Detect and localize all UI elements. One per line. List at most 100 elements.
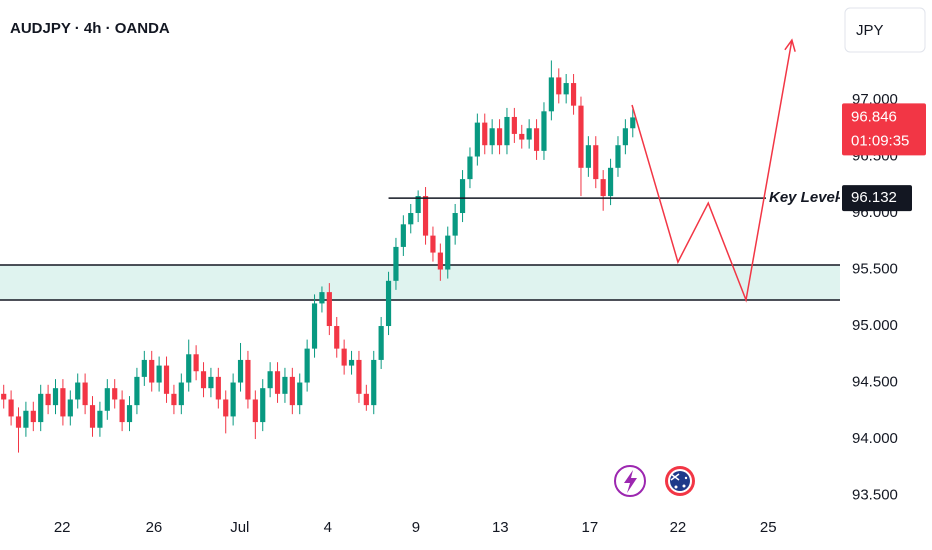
candle-body <box>126 405 133 423</box>
candle-body <box>415 196 421 214</box>
candle-body <box>230 382 236 417</box>
candles-layer: Key Level - <box>1 38 848 453</box>
candle-body <box>297 382 303 406</box>
candle-body <box>89 405 96 428</box>
axis-layer: 97.00096.50096.00095.50095.00094.50094.0… <box>54 91 926 536</box>
candle-body <box>75 382 81 400</box>
candle-body <box>245 359 251 400</box>
candle-body <box>311 303 318 349</box>
candle-body <box>445 235 451 270</box>
candle-body <box>519 133 525 140</box>
candle-body <box>97 410 103 428</box>
candle-body <box>422 196 429 236</box>
candle-body <box>134 376 140 406</box>
candle-body <box>437 252 443 270</box>
y-tick-label: 94.500 <box>852 373 898 390</box>
candle-body <box>15 416 22 428</box>
candle-body <box>223 399 229 417</box>
candle-body <box>570 83 577 106</box>
candle-body <box>622 128 628 146</box>
candle-body <box>563 83 569 95</box>
candle-body <box>60 388 66 417</box>
candle-body <box>149 359 155 383</box>
candle-body <box>200 371 207 389</box>
x-tick-label: 4 <box>324 519 332 536</box>
x-tick-label: 22 <box>670 519 687 536</box>
candle-body <box>385 280 392 327</box>
candle-body <box>467 156 473 180</box>
candle-body <box>630 117 636 129</box>
zone-layer <box>0 264 840 301</box>
x-tick-label: 25 <box>760 519 777 536</box>
candle-body <box>593 145 599 180</box>
candle-body <box>1 393 7 400</box>
candle-body <box>156 365 162 383</box>
candle-body <box>112 388 118 400</box>
candle-body <box>482 122 488 146</box>
currency-label[interactable]: JPY <box>856 22 884 39</box>
candle-body <box>363 393 369 406</box>
candle-body <box>459 179 466 214</box>
candle-body <box>186 354 192 383</box>
candle-body <box>38 393 44 423</box>
key-level-box <box>842 185 912 212</box>
candle-body <box>511 116 517 134</box>
candle-body <box>600 179 606 197</box>
candle-body <box>8 399 14 417</box>
candle-body <box>267 371 273 389</box>
candle-body <box>452 213 458 236</box>
last-price-label: 96.846 <box>851 108 897 125</box>
candle-body <box>82 382 88 406</box>
candle-body <box>237 359 244 383</box>
candle-body <box>274 371 281 394</box>
candle-body <box>208 376 214 389</box>
candle-body <box>326 292 332 327</box>
y-tick-label: 94.000 <box>852 430 898 447</box>
candle-body <box>23 410 29 428</box>
candle-body <box>193 354 199 372</box>
candle-body <box>163 365 170 394</box>
candle-body <box>45 393 51 406</box>
projection-arrowhead <box>784 38 796 52</box>
candle-body <box>474 122 480 157</box>
candle-body <box>260 388 266 423</box>
key-level-value: 96.132 <box>851 189 897 206</box>
x-tick-label: 13 <box>492 519 509 536</box>
candle-body <box>585 145 591 168</box>
projection-line <box>631 39 793 303</box>
candle-body <box>52 388 59 406</box>
candle-body <box>615 145 621 168</box>
candle-body <box>371 359 377 406</box>
key-level-label-bg <box>766 188 836 209</box>
chart-title: AUDJPY · 4h · OANDA <box>10 20 170 37</box>
x-tick-label: 22 <box>54 519 71 536</box>
zone <box>0 265 840 301</box>
event-icon[interactable] <box>614 465 646 497</box>
candle-body <box>141 359 147 377</box>
candle-body <box>178 382 184 406</box>
candle-body <box>30 410 36 423</box>
candle-body <box>356 359 362 394</box>
candle-body <box>171 393 177 406</box>
candle-body <box>548 77 554 112</box>
currency-button[interactable] <box>844 7 926 53</box>
x-tick-label: 9 <box>412 519 420 536</box>
candle-body <box>319 292 325 304</box>
candle-body <box>496 128 503 146</box>
flag-icon[interactable] <box>665 466 695 496</box>
candle-body <box>252 399 258 423</box>
candle-body <box>289 376 295 406</box>
y-tick-label: 95.000 <box>852 317 898 334</box>
key-level-annotation: Key Level - <box>769 189 848 206</box>
candle-body <box>393 246 399 281</box>
candle-body <box>348 359 355 366</box>
candle-body <box>408 213 414 225</box>
candle-body <box>282 376 288 394</box>
candle-body <box>104 388 110 411</box>
candle-body <box>119 399 125 423</box>
candle-body <box>607 167 614 197</box>
candle-body <box>578 105 584 168</box>
candle-body <box>504 116 510 146</box>
candle-body <box>304 348 310 383</box>
